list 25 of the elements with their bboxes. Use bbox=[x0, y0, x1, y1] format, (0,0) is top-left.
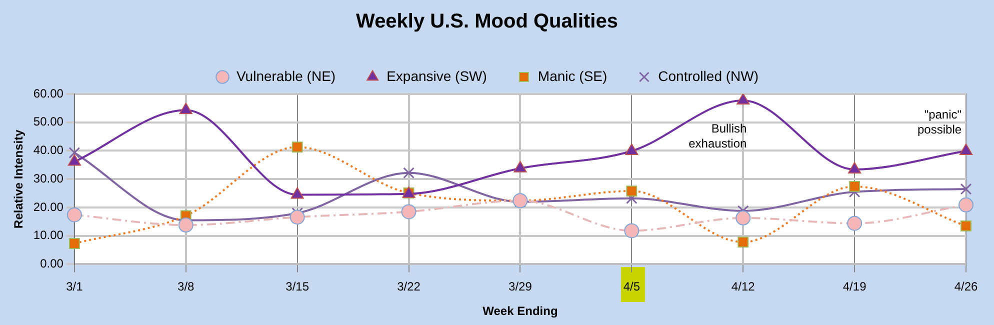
annotation: Bullish exhaustion bbox=[688, 121, 747, 150]
x-tick-label: 4/26 bbox=[954, 280, 978, 294]
y-tick-label: 10.00 bbox=[33, 228, 64, 242]
x-tick-label: 3/22 bbox=[397, 280, 421, 294]
chart-title: Weekly U.S. Mood Qualities bbox=[356, 10, 618, 33]
legend-label: Expansive (SW) bbox=[386, 68, 487, 84]
y-tick-label: 0.00 bbox=[40, 256, 64, 271]
legend-label: Controlled (NW) bbox=[658, 68, 759, 84]
y-tick-label: 60.00 bbox=[33, 86, 64, 100]
y-tick-label: 40.00 bbox=[33, 143, 64, 158]
legend-label: Manic (SE) bbox=[538, 68, 608, 84]
x-tick-label: 4/5 bbox=[623, 280, 640, 294]
x-tick-label: 3/8 bbox=[178, 280, 195, 294]
x-axis-title: Week Ending bbox=[482, 304, 558, 318]
annotation: "panic" possible bbox=[918, 108, 962, 137]
y-tick-label: 20.00 bbox=[33, 200, 64, 214]
x-tick-label: 3/29 bbox=[508, 280, 532, 294]
x-tick-label: 3/15 bbox=[286, 280, 310, 294]
x-tick-label: 4/19 bbox=[842, 280, 867, 294]
y-axis-title: Relative Intensity bbox=[12, 129, 26, 228]
y-tick-label: 30.00 bbox=[33, 171, 64, 186]
x-tick-label: 3/1 bbox=[66, 280, 84, 294]
legend-label: Vulnerable (NE) bbox=[236, 68, 336, 84]
y-tick-label: 50.00 bbox=[33, 114, 64, 129]
x-tick-label: 4/12 bbox=[731, 280, 756, 294]
